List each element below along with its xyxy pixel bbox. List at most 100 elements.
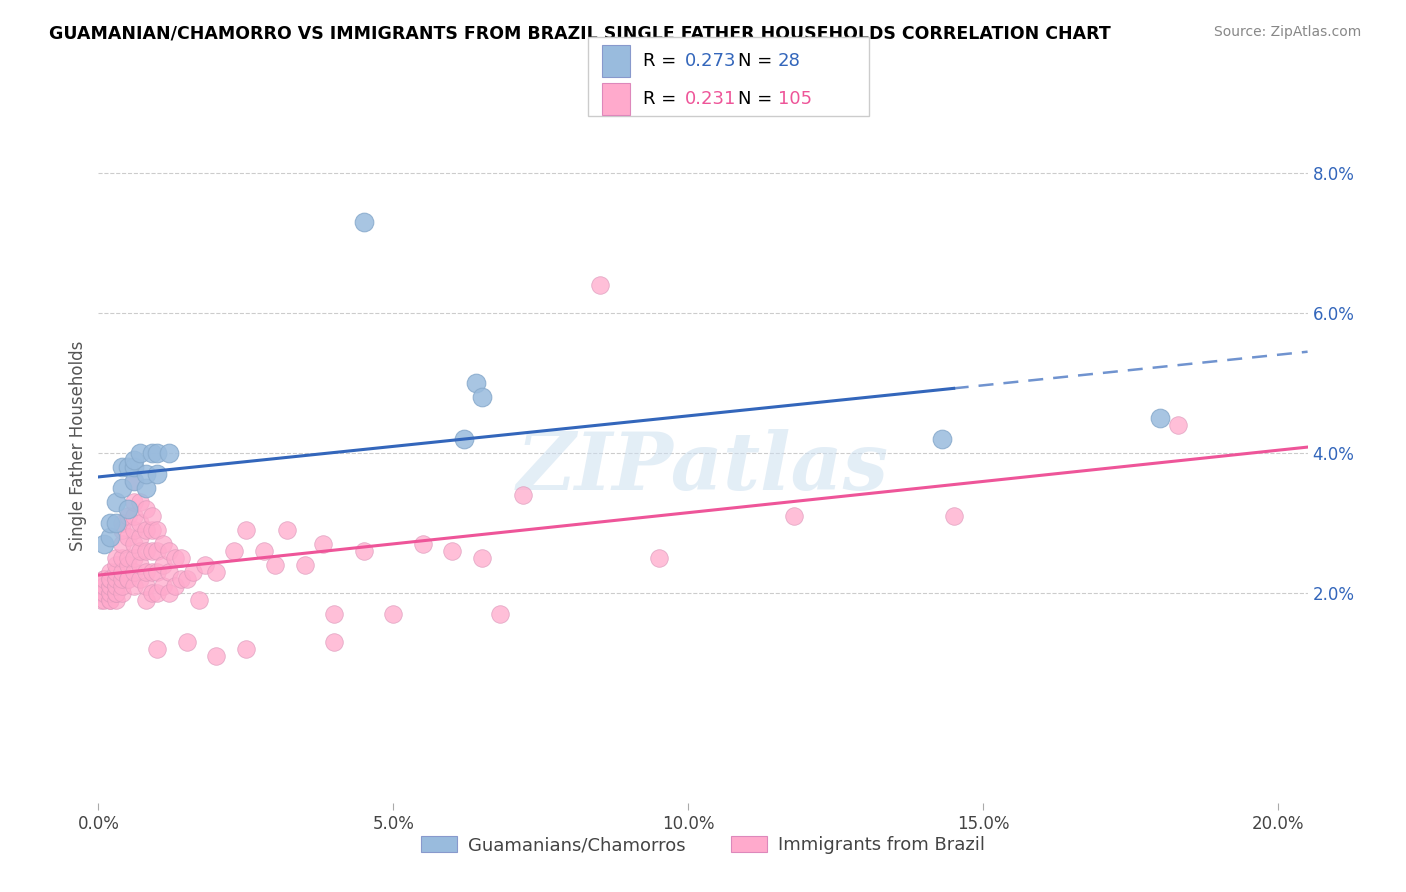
Point	[122, 474, 145, 488]
Point	[187, 593, 209, 607]
Point	[512, 488, 534, 502]
Point	[93, 572, 115, 586]
Point	[176, 635, 198, 649]
Point	[111, 586, 134, 600]
Point	[146, 523, 169, 537]
Point	[353, 215, 375, 229]
Point	[931, 432, 953, 446]
Point	[783, 508, 806, 523]
Point	[117, 572, 139, 586]
Point	[205, 565, 228, 579]
Text: R =: R =	[643, 90, 682, 108]
Point	[135, 502, 157, 516]
Point	[176, 572, 198, 586]
Y-axis label: Single Father Households: Single Father Households	[69, 341, 87, 551]
Point	[323, 607, 346, 621]
Point	[441, 544, 464, 558]
Point	[105, 550, 128, 565]
Point	[128, 495, 150, 509]
Text: N =: N =	[738, 52, 778, 70]
Point	[117, 558, 139, 572]
Point	[141, 586, 163, 600]
Point	[105, 586, 128, 600]
Point	[90, 586, 112, 600]
Point	[98, 516, 121, 530]
Point	[152, 537, 174, 551]
Point	[141, 446, 163, 460]
Text: 0.231: 0.231	[685, 90, 737, 108]
Point	[471, 390, 494, 404]
Point	[235, 523, 257, 537]
Point	[93, 572, 115, 586]
Point	[135, 565, 157, 579]
Point	[135, 593, 157, 607]
Point	[412, 537, 434, 551]
Point	[98, 565, 121, 579]
Text: Source: ZipAtlas.com: Source: ZipAtlas.com	[1213, 25, 1361, 39]
Point	[105, 516, 128, 530]
Point	[1149, 411, 1171, 425]
Point	[98, 579, 121, 593]
Point	[98, 572, 121, 586]
Point	[98, 530, 121, 544]
Point	[942, 508, 965, 523]
Point	[152, 558, 174, 572]
Point	[235, 641, 257, 656]
Point	[93, 579, 115, 593]
Point	[93, 537, 115, 551]
Point	[128, 558, 150, 572]
Point	[122, 537, 145, 551]
Point	[128, 572, 150, 586]
Point	[117, 572, 139, 586]
Point	[165, 579, 187, 593]
Point	[111, 579, 134, 593]
Point	[141, 565, 163, 579]
Point	[122, 495, 145, 509]
Point	[146, 641, 169, 656]
Text: N =: N =	[738, 90, 778, 108]
Point	[111, 572, 134, 586]
Point	[146, 446, 169, 460]
Point	[98, 586, 121, 600]
Point	[117, 508, 139, 523]
Point	[157, 586, 180, 600]
Point	[471, 550, 494, 565]
Point	[648, 550, 671, 565]
Point	[111, 460, 134, 475]
Point	[105, 579, 128, 593]
Point	[117, 502, 139, 516]
Point	[105, 572, 128, 586]
Point	[1167, 417, 1189, 432]
Point	[294, 558, 316, 572]
Point	[464, 376, 486, 390]
Point	[93, 586, 115, 600]
Point	[122, 579, 145, 593]
Legend: Guamanians/Chamorros, Immigrants from Brazil: Guamanians/Chamorros, Immigrants from Br…	[413, 829, 993, 862]
Point	[165, 550, 187, 565]
Point	[111, 516, 134, 530]
Point	[122, 460, 145, 475]
Point	[135, 523, 157, 537]
Text: ZIPatlas: ZIPatlas	[517, 429, 889, 506]
Point	[105, 579, 128, 593]
Point	[93, 593, 115, 607]
Point	[311, 537, 333, 551]
Point	[157, 544, 180, 558]
Point	[589, 278, 612, 293]
Text: 28: 28	[778, 52, 800, 70]
Point	[128, 516, 150, 530]
Point	[117, 550, 139, 565]
Point	[122, 474, 145, 488]
Text: 105: 105	[778, 90, 811, 108]
Point	[122, 453, 145, 467]
Point	[146, 544, 169, 558]
Point	[353, 544, 375, 558]
Point	[111, 537, 134, 551]
Point	[111, 550, 134, 565]
Point	[105, 572, 128, 586]
Point	[146, 467, 169, 481]
Point	[453, 432, 475, 446]
Point	[105, 565, 128, 579]
Point	[264, 558, 287, 572]
Point	[105, 558, 128, 572]
